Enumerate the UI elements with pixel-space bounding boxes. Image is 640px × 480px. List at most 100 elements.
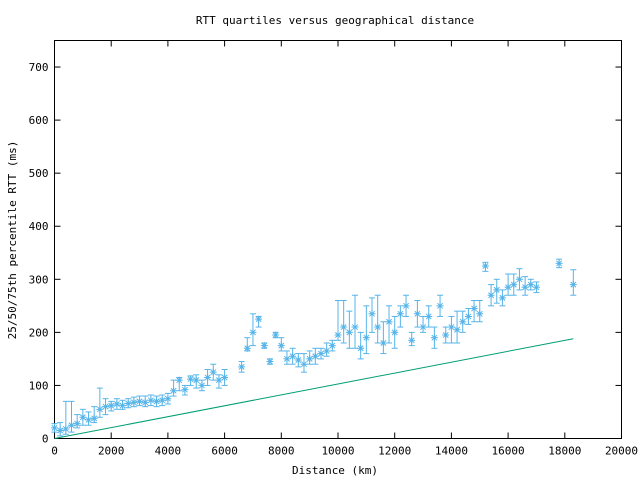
x-tick-label: 6000: [211, 445, 238, 458]
data-point: [334, 300, 342, 341]
data-point: [158, 394, 166, 407]
median-marker: [345, 328, 353, 336]
median-marker: [328, 342, 336, 350]
median-marker: [102, 403, 110, 411]
data-point: [175, 376, 183, 392]
median-marker: [532, 283, 540, 291]
median-marker: [323, 347, 331, 355]
data-point: [56, 422, 64, 437]
data-point: [62, 400, 70, 435]
data-point: [266, 358, 274, 366]
median-marker: [521, 283, 529, 291]
data-point: [272, 331, 280, 339]
median-marker: [266, 358, 274, 366]
data-point: [487, 284, 495, 307]
data-point: [340, 300, 348, 344]
data-point: [311, 347, 319, 365]
median-marker: [141, 398, 149, 406]
x-tick-label: 16000: [492, 445, 525, 458]
median-marker: [260, 342, 268, 350]
data-point: [221, 369, 229, 386]
median-marker: [385, 318, 393, 326]
data-point: [306, 350, 314, 365]
median-marker: [317, 350, 325, 358]
median-marker: [413, 310, 421, 318]
median-marker: [147, 396, 155, 404]
median-marker: [85, 416, 93, 424]
x-axis: 0 2000 4000 6000 8000 10000 12000 14000 16000 180…: [51, 40, 638, 458]
median-marker: [221, 373, 229, 381]
data-point: [515, 268, 523, 291]
median-marker: [340, 323, 348, 331]
data-point: [243, 337, 251, 352]
median-marker: [272, 331, 280, 339]
median-marker: [419, 323, 427, 331]
median-marker: [396, 310, 404, 318]
data-point: [85, 411, 93, 426]
data-point: [294, 353, 302, 368]
data-point: [102, 398, 110, 416]
data-point: [238, 361, 246, 373]
data-point: [396, 305, 404, 328]
data-point: [68, 400, 76, 433]
median-marker: [527, 281, 535, 289]
median-marker: [62, 425, 70, 433]
median-marker: [447, 323, 455, 331]
data-point: [209, 363, 217, 381]
chart-title: RTT quartiles versus geographical distan…: [196, 14, 474, 27]
data-point: [147, 394, 155, 407]
data-point: [357, 331, 365, 360]
data-point: [187, 375, 195, 386]
median-marker: [136, 397, 144, 405]
data-point: [119, 399, 127, 410]
x-tick-label: 10000: [321, 445, 354, 458]
median-marker: [170, 387, 178, 395]
median-marker: [124, 399, 132, 407]
data-point: [555, 258, 563, 269]
median-marker: [436, 302, 444, 310]
x-tick-label: 12000: [378, 445, 411, 458]
data-point: [181, 384, 189, 396]
median-marker: [504, 283, 512, 291]
data-point: [277, 337, 285, 352]
median-marker: [306, 355, 314, 363]
data-point: [141, 395, 149, 408]
median-marker: [243, 344, 251, 352]
data-point: [498, 289, 506, 307]
median-marker: [487, 291, 495, 299]
y-tick-label: 700: [29, 61, 49, 74]
y-tick-label: 600: [29, 114, 49, 127]
data-point: [442, 326, 450, 344]
data-point: [569, 269, 577, 296]
lower-bound-series: [54, 338, 574, 439]
median-marker: [119, 402, 127, 410]
data-point: [481, 261, 489, 272]
data-point: [368, 297, 376, 333]
data-point: [408, 331, 416, 347]
x-tick-label: 20000: [605, 445, 638, 458]
series-line: [54, 338, 574, 439]
median-marker: [90, 414, 98, 422]
median-marker: [481, 262, 489, 270]
data-point: [470, 300, 478, 323]
median-marker: [569, 281, 577, 289]
median-marker: [374, 323, 382, 331]
x-axis-label: Distance (km): [292, 464, 378, 477]
data-point: [204, 369, 212, 386]
data-point: [521, 276, 529, 296]
data-point: [328, 339, 336, 352]
median-marker: [153, 397, 161, 405]
data-point: [504, 273, 512, 296]
data-point: [289, 347, 297, 365]
median-marker: [515, 275, 523, 283]
data-point: [260, 342, 268, 350]
data-point: [136, 395, 144, 407]
median-marker: [498, 294, 506, 302]
data-point: [300, 353, 308, 373]
y-axis: 0 100 200 300 400 500 600 700: [29, 61, 622, 446]
median-marker: [470, 304, 478, 312]
median-marker: [249, 328, 257, 336]
median-marker: [158, 396, 166, 404]
rtt-quartile-series: [51, 258, 577, 437]
